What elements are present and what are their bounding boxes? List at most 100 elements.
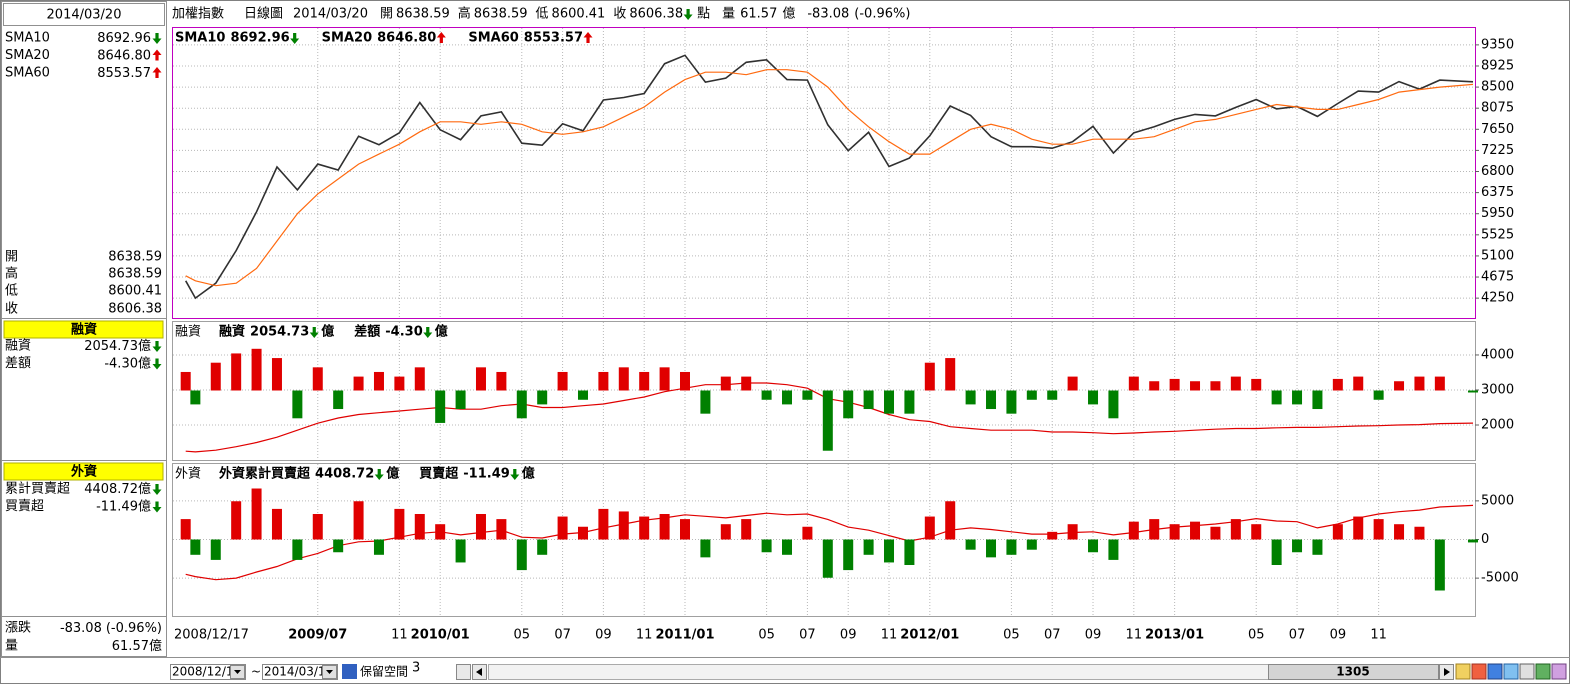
bar	[1067, 376, 1078, 391]
tool-icon[interactable]	[1487, 663, 1503, 680]
open-value: 8638.59	[396, 7, 450, 22]
end-date-combo[interactable]	[262, 664, 338, 680]
bar	[1434, 376, 1445, 391]
bar	[1332, 524, 1343, 540]
bar	[1394, 524, 1405, 540]
unit: 億	[138, 338, 151, 354]
date-box	[3, 3, 165, 26]
tool-icon[interactable]	[1471, 663, 1487, 680]
bar	[1128, 521, 1139, 540]
sidebar-label: 融資	[5, 339, 31, 354]
bar	[292, 539, 303, 560]
bar	[1467, 539, 1478, 543]
bar	[1414, 526, 1425, 540]
high-label: 高	[458, 6, 471, 22]
bar	[1271, 390, 1282, 405]
legend-value: 8692.96	[230, 31, 289, 46]
volume-value: 61.57億	[112, 638, 162, 654]
bar	[1190, 381, 1201, 391]
bar	[190, 390, 201, 405]
tool-icon[interactable]	[1535, 663, 1551, 680]
bar	[251, 488, 262, 540]
y-tick-label: 5100	[1481, 248, 1514, 263]
volume: 61.57	[112, 639, 149, 654]
trend-arrow	[309, 327, 319, 338]
panel-header	[3, 320, 164, 339]
bar	[700, 539, 711, 558]
sidebar-label: 差額	[5, 356, 31, 371]
bar	[394, 508, 405, 540]
sidebar-value: 8646.80	[97, 48, 151, 63]
value: -4.30	[104, 356, 138, 371]
bar	[822, 539, 833, 578]
bar	[373, 539, 384, 555]
tool-icon[interactable]	[1503, 663, 1519, 680]
x-tick-label: 2013/01	[1145, 628, 1204, 643]
reserve-value[interactable]: 3	[412, 661, 420, 676]
bar	[557, 371, 568, 391]
change: -83.08	[60, 621, 102, 636]
spin-button[interactable]	[456, 664, 471, 680]
legend-name: SMA10	[175, 31, 225, 46]
legend-name: SMA60	[468, 31, 518, 46]
bar	[180, 371, 191, 391]
trend-arrow	[290, 33, 300, 44]
period: 日線圖	[244, 6, 283, 22]
legend-unit: 億	[522, 466, 535, 482]
bar	[986, 390, 997, 410]
end-date[interactable]: 2014/03/19	[264, 665, 333, 679]
value: 8692.96	[97, 31, 151, 46]
change-label: 漲跌	[5, 620, 31, 636]
bar	[924, 516, 935, 540]
open-label: 開	[5, 250, 18, 265]
start-date[interactable]: 2008/12/16	[172, 665, 241, 679]
tool-icon[interactable]	[1455, 663, 1471, 680]
x-tick-label: 2008/12/17	[174, 628, 249, 643]
panel-title: 融資	[175, 325, 201, 340]
bar	[1169, 378, 1180, 391]
sidebar-label: 累計買賣超	[5, 481, 70, 497]
x-tick-label: 09	[840, 628, 857, 643]
bar	[598, 508, 609, 540]
value: 8646.80	[97, 48, 151, 63]
bar	[843, 539, 854, 571]
bar	[802, 526, 813, 540]
x-tick-label: 09	[1330, 628, 1347, 643]
bar	[1088, 539, 1099, 553]
legend-value: 8646.80	[377, 31, 436, 46]
legend-value: 2054.73	[250, 325, 309, 340]
bar	[292, 390, 303, 419]
bar	[1373, 390, 1384, 400]
bar	[639, 516, 650, 540]
low-label: 低	[5, 283, 18, 299]
x-tick-label: 2011/01	[655, 628, 714, 643]
bar	[822, 390, 833, 451]
sidebar-value: 8692.96	[97, 31, 151, 46]
bar	[435, 524, 446, 540]
value: 2054.73	[84, 339, 138, 354]
bar	[965, 390, 976, 405]
tool-icon[interactable]	[1519, 663, 1535, 680]
bar	[618, 367, 629, 391]
x-tick-label: 07	[799, 628, 816, 643]
bar	[333, 539, 344, 553]
bar	[720, 376, 731, 391]
start-date-combo[interactable]	[170, 664, 246, 680]
bar	[1006, 539, 1017, 555]
series-line	[185, 382, 1474, 453]
trend-arrow	[152, 33, 162, 44]
unit: 億	[138, 481, 151, 497]
close-value: 8606.38	[108, 302, 162, 317]
bar	[802, 390, 813, 400]
bar	[720, 524, 731, 540]
y-tick-label: 3000	[1481, 382, 1514, 397]
scrollbar-thumb[interactable]	[1268, 664, 1439, 680]
tool-icon[interactable]	[1551, 663, 1567, 680]
bar	[1047, 531, 1058, 540]
legend-unit: 億	[435, 324, 448, 340]
trend-arrow	[423, 327, 433, 338]
bar	[577, 526, 588, 540]
bar	[1190, 521, 1201, 540]
reserve-icon[interactable]	[342, 664, 357, 679]
bar	[231, 353, 242, 391]
